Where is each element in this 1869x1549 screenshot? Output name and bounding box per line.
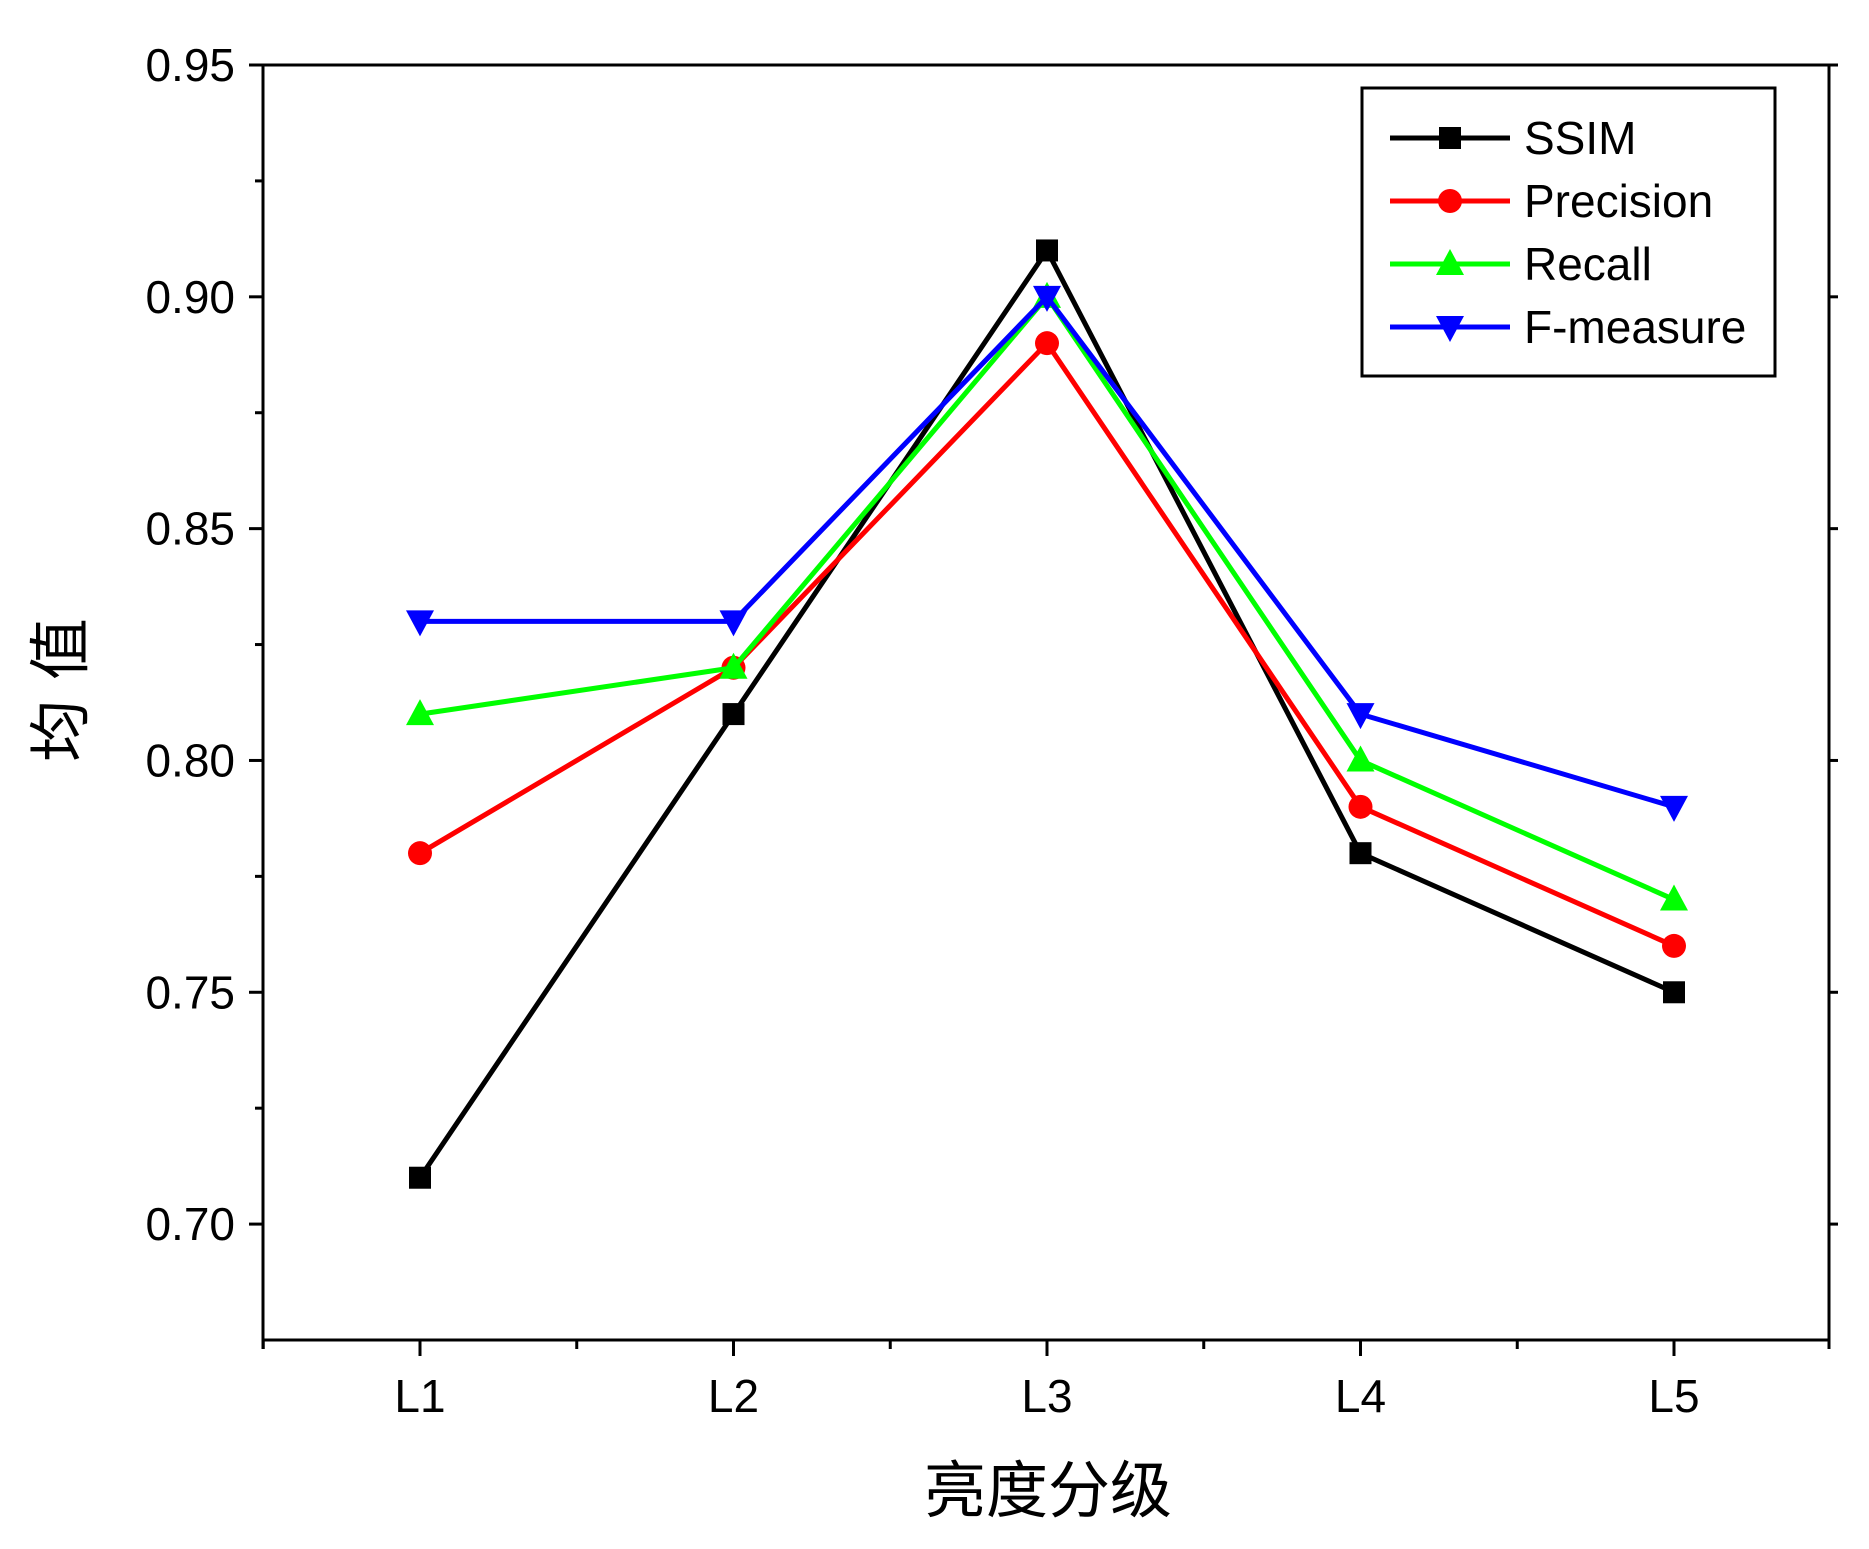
legend-swatch-marker — [1436, 316, 1464, 342]
data-point — [1035, 331, 1059, 356]
legend-label: SSIM — [1524, 112, 1636, 164]
data-point — [719, 610, 748, 637]
legend-swatch-marker — [1436, 249, 1464, 275]
legend-label: Precision — [1524, 175, 1713, 227]
data-point — [1349, 842, 1372, 865]
data-point — [1660, 884, 1688, 911]
legend-entry: SSIM — [1390, 112, 1636, 164]
y-tick-label: 0.80 — [145, 734, 235, 786]
x-tick-label: L4 — [1335, 1370, 1386, 1422]
legend-entry: Recall — [1390, 238, 1652, 290]
y-axis-title: 均 值 — [24, 618, 97, 762]
x-tick-label: L1 — [394, 1370, 445, 1422]
x-axis-title: 亮度分级 — [924, 1454, 1172, 1527]
x-tick-label: L2 — [708, 1370, 759, 1422]
data-point — [1663, 981, 1685, 1004]
series-f-measure — [406, 285, 1688, 822]
legend-entry: Precision — [1390, 175, 1713, 227]
data-point — [406, 610, 434, 637]
series-line — [419, 294, 1676, 902]
data-point — [1033, 285, 1061, 312]
legend-swatch-marker — [1438, 189, 1462, 213]
data-point — [1036, 239, 1058, 262]
x-tick-label: L3 — [1021, 1370, 1072, 1422]
legend-entry: F-measure — [1390, 301, 1746, 353]
x-tick-label: L5 — [1648, 1370, 1699, 1422]
y-tick-label: 0.95 — [145, 39, 235, 91]
y-tick-label: 0.75 — [145, 966, 235, 1018]
data-point — [719, 652, 748, 679]
data-point — [722, 703, 745, 726]
data-point — [406, 699, 434, 726]
legend-label: Recall — [1524, 238, 1652, 290]
data-point — [1346, 703, 1375, 730]
data-point — [409, 1166, 431, 1189]
legend-swatch-marker — [1439, 127, 1461, 149]
series-precision — [408, 331, 1686, 958]
y-tick-label: 0.85 — [145, 503, 235, 555]
series-line — [418, 340, 1676, 949]
data-point — [1346, 745, 1375, 772]
data-point — [1660, 795, 1688, 822]
data-point — [1348, 794, 1373, 819]
y-tick-label: 0.90 — [145, 271, 235, 323]
series-line — [417, 247, 1676, 1180]
data-point — [408, 841, 432, 866]
legend-label: F-measure — [1524, 301, 1746, 353]
series-ssim — [409, 239, 1685, 1189]
data-point — [1662, 933, 1686, 958]
y-tick-label: 0.70 — [145, 1198, 235, 1250]
